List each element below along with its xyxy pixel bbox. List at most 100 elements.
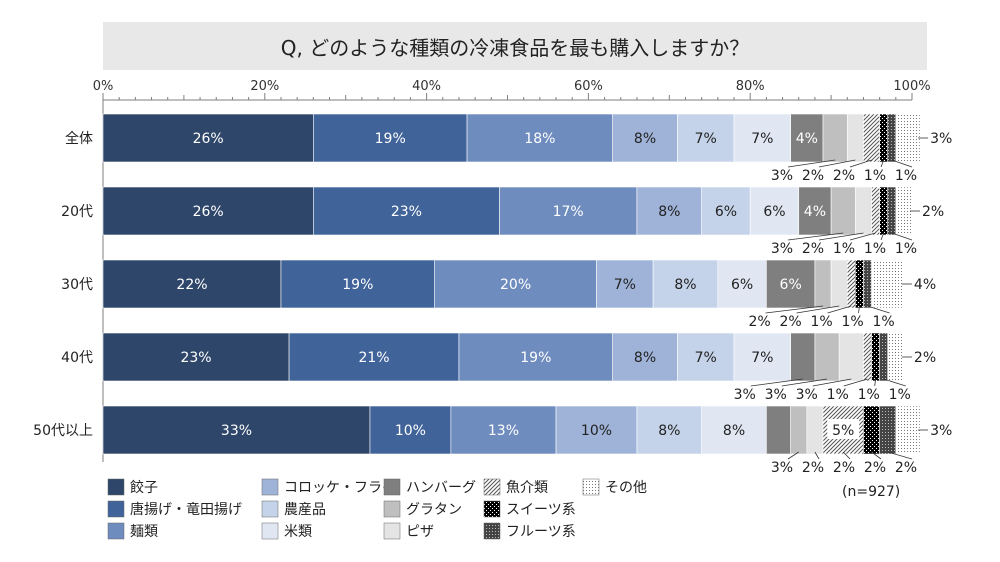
leader-line bbox=[858, 305, 860, 314]
bar-segment bbox=[288, 332, 460, 382]
data-label: 22% bbox=[176, 277, 207, 293]
leader-line bbox=[765, 305, 824, 314]
right-label: 3% bbox=[930, 423, 952, 439]
leader-line bbox=[812, 378, 852, 387]
data-label: 7% bbox=[614, 277, 636, 293]
leader-line bbox=[787, 451, 799, 460]
category-label: 50代以上 bbox=[33, 423, 93, 439]
data-label: 33% bbox=[221, 423, 252, 439]
data-label: 6% bbox=[780, 277, 802, 293]
bar-segment bbox=[895, 113, 921, 163]
legend-label: フルーツ系 bbox=[506, 524, 576, 540]
callout-label: 1% bbox=[864, 168, 886, 184]
bar-segment bbox=[280, 259, 435, 309]
bar-segment bbox=[434, 259, 597, 309]
data-label: 7% bbox=[751, 350, 773, 366]
data-label: 6% bbox=[763, 204, 785, 220]
callout-label: 1% bbox=[872, 314, 894, 330]
bar-segment bbox=[895, 405, 921, 455]
bar-segment bbox=[701, 405, 767, 455]
data-label: 21% bbox=[358, 350, 389, 366]
data-label: 8% bbox=[723, 423, 745, 439]
callout-label: 3% bbox=[771, 460, 793, 476]
bar-segment bbox=[766, 259, 816, 309]
right-label: 3% bbox=[930, 131, 952, 147]
legend-label: 餃子 bbox=[130, 479, 158, 496]
bar-segment bbox=[313, 186, 500, 236]
bar-segment bbox=[102, 405, 371, 455]
leader-line bbox=[796, 305, 840, 314]
data-label: 8% bbox=[634, 131, 656, 147]
data-label: 7% bbox=[695, 131, 717, 147]
x-tick-label: 40% bbox=[412, 79, 441, 94]
bar-segment bbox=[313, 113, 468, 163]
leader-line bbox=[883, 378, 906, 387]
legend-swatch bbox=[261, 478, 279, 496]
legend-label: 唐揚げ・竜田揚げ bbox=[130, 501, 242, 518]
legend-label: 魚介類 bbox=[506, 480, 548, 496]
bar-segment bbox=[790, 113, 824, 163]
data-label: 19% bbox=[520, 350, 551, 366]
data-label: 8% bbox=[658, 423, 680, 439]
leader-line bbox=[880, 159, 885, 168]
right-label: 2% bbox=[914, 350, 936, 366]
right-label: 2% bbox=[922, 204, 944, 220]
leader-line bbox=[880, 232, 885, 241]
bar-segment bbox=[871, 332, 880, 382]
data-label: 19% bbox=[375, 131, 406, 147]
leader-line bbox=[849, 159, 872, 168]
legend-label: ハンバーグ bbox=[406, 480, 476, 496]
legend-swatch bbox=[261, 500, 279, 518]
bar-segment bbox=[887, 113, 897, 163]
data-label: 23% bbox=[180, 350, 211, 366]
data-label-box bbox=[827, 419, 860, 439]
x-tick-label: 80% bbox=[736, 79, 765, 94]
data-label: 26% bbox=[193, 204, 224, 220]
data-label: 4% bbox=[796, 131, 818, 147]
bar-segment bbox=[636, 405, 702, 455]
data-label: 4% bbox=[804, 204, 826, 220]
leader-line bbox=[787, 159, 836, 168]
bar-segment bbox=[863, 259, 872, 309]
category-label: 30代 bbox=[61, 277, 93, 293]
legend-swatch bbox=[107, 522, 125, 540]
legend-label: 麺類 bbox=[130, 524, 158, 540]
bar-segment bbox=[450, 405, 557, 455]
bar-segment bbox=[636, 186, 702, 236]
bar-segment bbox=[790, 405, 808, 455]
callout-label: 3% bbox=[771, 168, 793, 184]
bar-segment bbox=[814, 259, 832, 309]
bar-segment bbox=[838, 332, 864, 382]
category-label: 20代 bbox=[61, 204, 93, 220]
leader-line bbox=[874, 378, 876, 387]
x-tick-label: 0% bbox=[93, 79, 114, 94]
data-label: 5% bbox=[832, 423, 854, 439]
callout-label: 2% bbox=[748, 314, 770, 330]
bar-segment bbox=[798, 186, 832, 236]
data-label: 6% bbox=[715, 204, 737, 220]
callout-label: 2% bbox=[864, 460, 886, 476]
data-label: 7% bbox=[695, 350, 717, 366]
callout-label: 2% bbox=[779, 314, 801, 330]
bar-segment bbox=[652, 259, 719, 309]
data-label: 8% bbox=[634, 350, 656, 366]
bar-segment bbox=[733, 113, 791, 163]
bar-segment bbox=[814, 332, 840, 382]
callout-label: 1% bbox=[895, 241, 917, 257]
legend-label: グラタン bbox=[406, 502, 462, 518]
leader-line bbox=[849, 232, 876, 241]
bar-segment bbox=[879, 113, 889, 163]
bar-segment bbox=[879, 332, 889, 382]
category-label: 全体 bbox=[65, 130, 93, 147]
data-label: 6% bbox=[731, 277, 753, 293]
callout-label: 1% bbox=[858, 387, 880, 403]
leader-line bbox=[871, 451, 882, 460]
bar-segment bbox=[596, 259, 654, 309]
bar-segment bbox=[871, 186, 880, 236]
data-label: 17% bbox=[553, 204, 584, 220]
bar-segment bbox=[863, 405, 880, 455]
bar-segment bbox=[677, 113, 735, 163]
legend-label: コロッケ・フライ bbox=[284, 480, 396, 496]
bar-segment bbox=[846, 113, 864, 163]
